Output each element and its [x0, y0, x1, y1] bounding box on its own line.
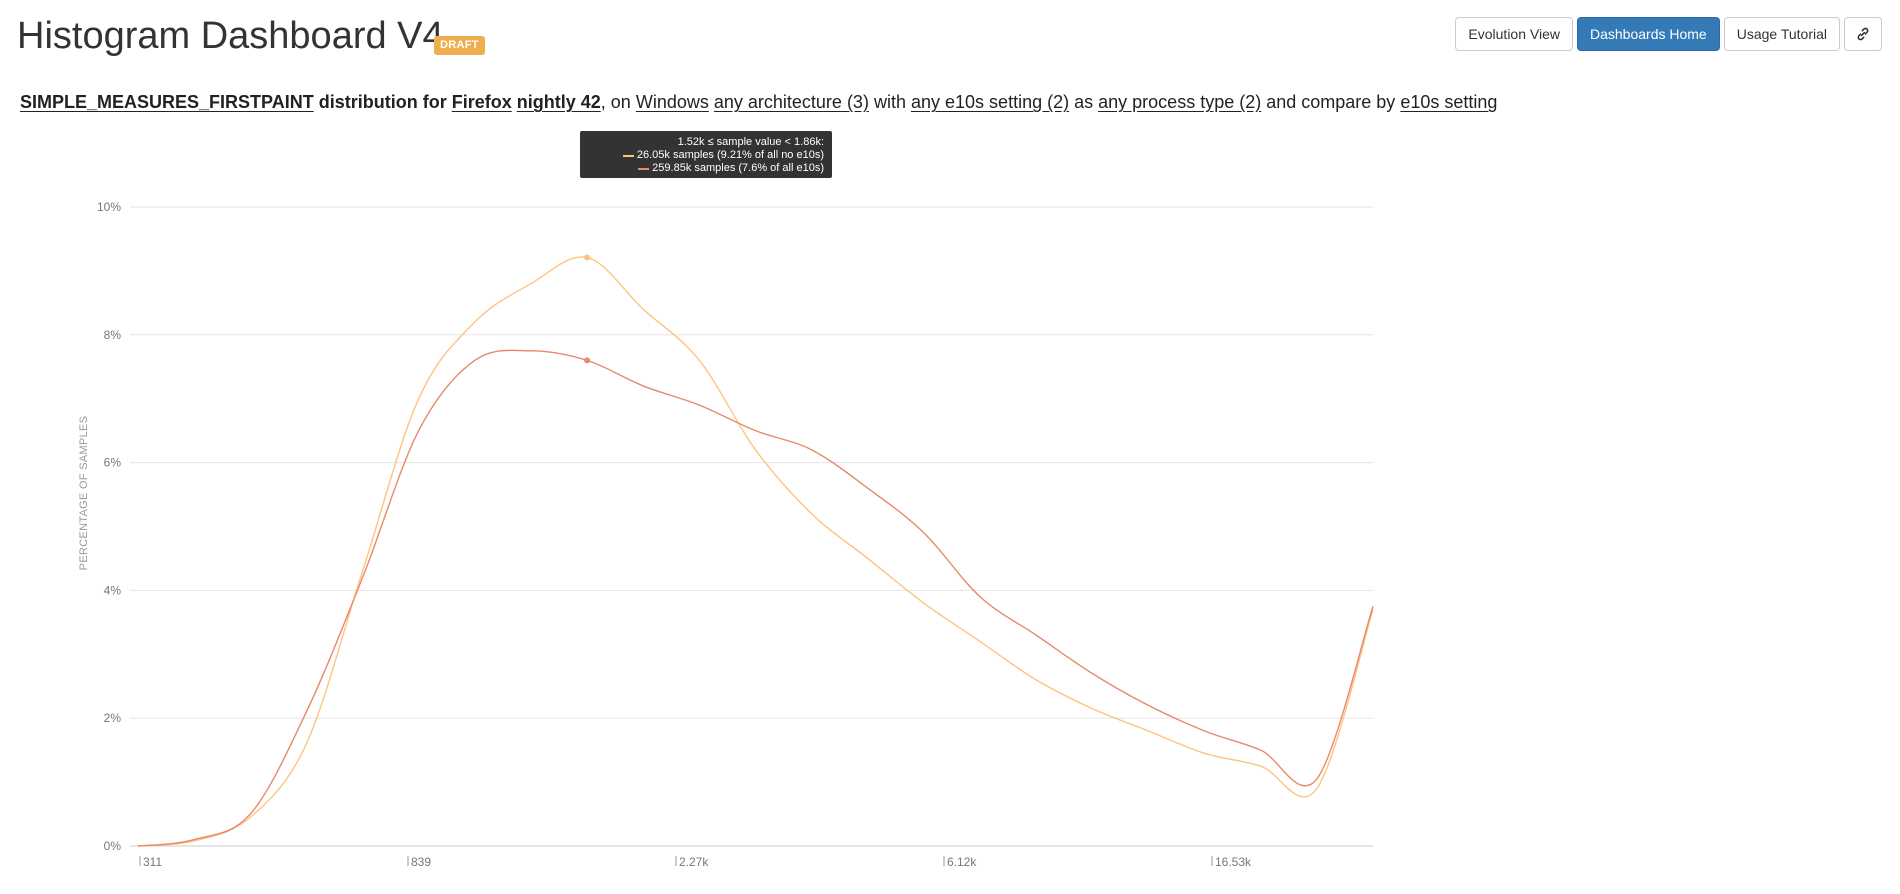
architecture-selector[interactable]: any architecture (3)	[713, 92, 869, 112]
x-tick-label: 311	[143, 855, 162, 869]
hover-points	[584, 254, 591, 364]
product-selector[interactable]: Firefox	[451, 92, 512, 112]
toolbar: Evolution View Dashboards Home Usage Tut…	[1455, 17, 1882, 51]
page-title: Histogram Dashboard V4	[17, 15, 444, 57]
channel-version-selector[interactable]: nightly 42	[516, 92, 601, 112]
draft-badge: DRAFT	[434, 36, 485, 55]
on-text: , on	[600, 92, 631, 112]
series-line-1[interactable]	[137, 256, 1374, 847]
chart-tooltip: 1.52k ≤ sample value < 1.86k: 26.05k sam…	[580, 131, 832, 178]
compare-by-selector[interactable]: e10s setting	[1400, 92, 1498, 112]
y-tick-label: 4%	[104, 583, 122, 597]
measure-selector[interactable]: SIMPLE_MEASURES_FIRSTPAINT	[20, 92, 314, 112]
compare-by-text: and compare by	[1266, 92, 1396, 112]
tooltip-line-1: 26.05k samples (9.21% of all no e10s)	[636, 149, 824, 161]
permalink-button[interactable]	[1844, 17, 1882, 51]
query-line: SIMPLE_MEASURES_FIRSTPAINT distribution …	[20, 90, 1497, 114]
x-tick-label: 839	[411, 855, 431, 869]
series-lines	[137, 256, 1374, 847]
tooltip-row-2: 259.85k samples (7.6% of all e10s)	[588, 162, 824, 175]
y-tick-label: 2%	[104, 711, 122, 725]
e10s-selector[interactable]: any e10s setting (2)	[911, 92, 1070, 112]
tooltip-line-2: 259.85k samples (7.6% of all e10s)	[652, 162, 824, 174]
hover-point-1	[584, 254, 591, 261]
x-tick-label: 16.53k	[1215, 855, 1252, 869]
os-selector[interactable]: Windows	[635, 92, 709, 112]
y-axis-label: PERCENTAGE OF SAMPLES	[78, 416, 90, 571]
x-axis-ticks: 311 839 2.27k 6.12k 16.53k	[139, 855, 1252, 869]
usage-tutorial-button[interactable]: Usage Tutorial	[1723, 17, 1840, 51]
process-type-selector[interactable]: any process type (2)	[1098, 92, 1262, 112]
chart-grid	[130, 206, 1373, 847]
link-icon	[1857, 27, 1869, 41]
as-text: as	[1074, 92, 1094, 112]
y-tick-label: 8%	[104, 328, 122, 342]
tooltip-swatch-1	[622, 154, 634, 157]
tooltip-row-1: 26.05k samples (9.21% of all no e10s)	[588, 149, 824, 162]
x-tick-label: 2.27k	[679, 855, 709, 869]
tooltip-header: 1.52k ≤ sample value < 1.86k:	[677, 136, 824, 148]
y-tick-label: 0%	[104, 839, 122, 853]
x-tick-label: 6.12k	[947, 855, 977, 869]
dashboards-home-button[interactable]: Dashboards Home	[1576, 17, 1720, 51]
distribution-for-text: distribution for	[318, 92, 447, 112]
y-axis-ticks: 0% 2% 4% 6% 8% 10%	[97, 200, 121, 853]
y-tick-label: 10%	[97, 200, 121, 214]
hover-point-2	[584, 357, 591, 364]
tooltip-swatch-2	[638, 167, 650, 170]
evolution-view-button[interactable]: Evolution View	[1455, 17, 1573, 51]
series-line-2[interactable]	[137, 349, 1374, 847]
y-tick-label: 6%	[104, 456, 122, 470]
with-text: with	[873, 92, 906, 112]
